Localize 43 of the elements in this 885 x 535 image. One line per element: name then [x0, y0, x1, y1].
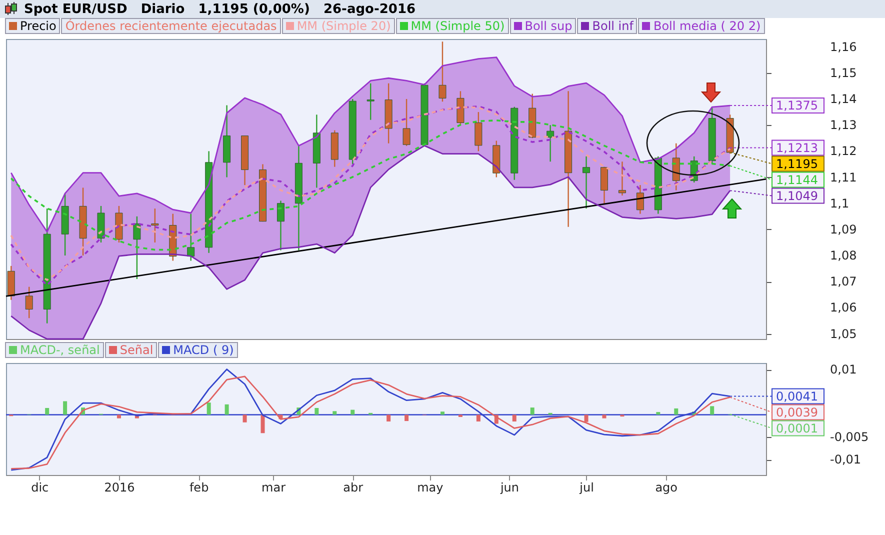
text: Órdenes recientemente ejecutadas: [65, 19, 277, 33]
y-tick-label: 1,12: [830, 144, 857, 158]
x-tick-label: 2016: [104, 480, 135, 494]
legend-label: MACD ( 9): [173, 343, 234, 357]
x-tick-label: jul: [578, 480, 594, 494]
data-label: 1,1213: [776, 140, 818, 155]
y-tick-label: 0,01: [830, 362, 857, 377]
data-label: 0,0039: [776, 405, 818, 420]
y-tick-label: -0,005: [830, 430, 869, 444]
y-tick-label: 1,07: [830, 274, 857, 289]
x-tick-label: may: [417, 480, 444, 494]
y-tick-label: 1,11: [830, 170, 857, 184]
y-tick-label: 1,16: [830, 40, 857, 54]
x-tick-label: mar: [262, 480, 286, 494]
legend-label: Boll media ( 20 2): [653, 19, 761, 33]
chart-title: Spot EUR/USD Diario 1,1195 (0,00%) 26-ago-2016: [24, 2, 416, 16]
data-label: 1,1144: [776, 172, 818, 187]
x-tick-label: dic: [31, 480, 49, 494]
y-tick-label: 1,06: [830, 300, 857, 315]
data-label: 0,0001: [776, 421, 818, 436]
data-label: 1,1375: [776, 98, 818, 113]
y-tick-label: 1,14: [830, 92, 857, 106]
data-label: 1,1049: [776, 188, 818, 203]
y-tick-label: 1,09: [830, 222, 857, 236]
y-tick-label: 1,08: [830, 248, 857, 263]
x-tick-label: ago: [655, 480, 678, 494]
legend-label: MM (Simple 50): [410, 19, 505, 33]
y-tick-label: -0,01: [830, 452, 862, 467]
x-tick-label: abr: [343, 480, 364, 494]
data-label: 0,0041: [776, 389, 818, 404]
legend-label: MACD-, señal: [20, 343, 100, 357]
legend-label: Boll inf: [592, 19, 634, 33]
legend-label: MM (Simple 20): [296, 19, 391, 33]
y-tick-label: 1,15: [830, 66, 857, 80]
y-tick-label: 1,1: [830, 196, 850, 210]
legend-label: Precio: [20, 19, 56, 33]
legend-label: Boll sup: [524, 19, 572, 33]
x-tick-label: jun: [499, 480, 520, 494]
annotation: 1,1195: [776, 156, 818, 171]
y-tick-label: 1,05: [830, 326, 857, 341]
y-tick-label: 1,13: [830, 118, 857, 132]
x-tick-label: feb: [189, 480, 209, 494]
legend-label: Señal: [120, 343, 154, 357]
